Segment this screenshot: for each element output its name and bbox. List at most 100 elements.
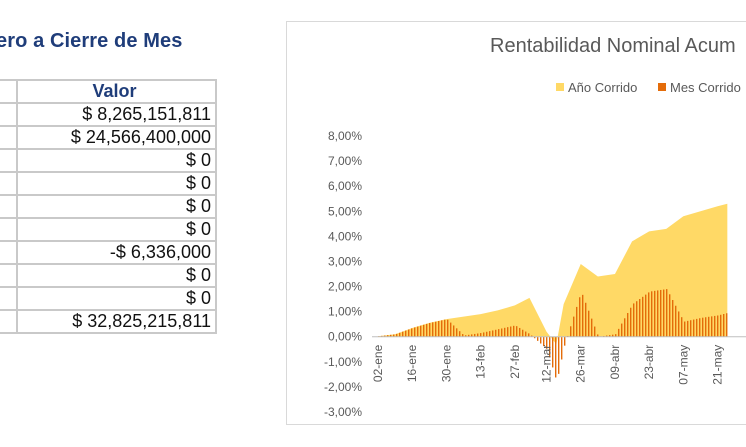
table-cell	[0, 125, 18, 150]
table-header-row: Valor	[0, 79, 217, 104]
y-tick-label: 3,00%	[328, 254, 362, 268]
x-tick-label: 23-abr	[642, 345, 656, 380]
bar-mes-corrido	[432, 322, 434, 337]
table-row: $ 0	[0, 286, 217, 311]
table-cell	[0, 240, 18, 265]
y-tick-label: 8,00%	[328, 129, 362, 143]
bar-mes-corrido	[624, 318, 626, 337]
table-row: $ 8,265,151,811	[0, 102, 217, 127]
table-row: $ 32,825,215,811	[0, 309, 217, 334]
table-cell	[0, 309, 18, 334]
bar-mes-corrido	[666, 289, 668, 337]
y-tick-label: 4,00%	[328, 229, 362, 243]
table-cell	[0, 102, 18, 127]
bar-mes-corrido	[702, 317, 704, 337]
bar-mes-corrido	[633, 303, 635, 337]
bar-mes-corrido	[699, 318, 701, 337]
bar-mes-corrido	[447, 319, 449, 337]
bar-mes-corrido	[561, 336, 563, 360]
bar-mes-corrido	[675, 305, 677, 337]
bar-mes-corrido	[597, 334, 599, 337]
bar-mes-corrido	[513, 325, 515, 337]
x-tick-label: 21-may	[711, 345, 725, 385]
bar-mes-corrido	[396, 333, 398, 337]
table-cell	[0, 217, 18, 242]
bar-mes-corrido	[708, 316, 710, 337]
bar-mes-corrido	[510, 326, 512, 337]
value-cell: $ 0	[16, 194, 217, 219]
x-tick-label: 26-mar	[574, 345, 588, 383]
bar-mes-corrido	[564, 336, 566, 346]
bar-mes-corrido	[417, 326, 419, 337]
x-tick-label: 09-abr	[608, 345, 622, 380]
chart-title: Rentabilidad Nominal Acum	[490, 35, 736, 57]
bar-mes-corrido	[465, 335, 467, 337]
bar-mes-corrido	[423, 324, 425, 337]
table-row: $ 0	[0, 148, 217, 173]
bar-mes-corrido	[687, 320, 689, 337]
x-tick-label: 12-mar	[540, 345, 554, 383]
bar-mes-corrido	[591, 318, 593, 337]
bar-mes-corrido	[681, 317, 683, 337]
bar-mes-corrido	[471, 334, 473, 337]
bar-mes-corrido	[558, 336, 560, 374]
bar-mes-corrido	[657, 290, 659, 337]
bar-mes-corrido	[669, 294, 671, 337]
bar-mes-corrido	[636, 301, 638, 337]
bar-mes-corrido	[519, 327, 521, 337]
bar-mes-corrido	[654, 290, 656, 337]
legend-item-ano-corrido: Año Corrido	[556, 80, 637, 95]
table-cell	[0, 194, 18, 219]
y-tick-label: 7,00%	[328, 154, 362, 168]
table-cell	[0, 263, 18, 288]
bar-mes-corrido	[609, 335, 611, 337]
value-cell: $ 0	[16, 171, 217, 196]
bar-mes-corrido	[696, 318, 698, 337]
bar-mes-corrido	[435, 321, 437, 337]
bar-mes-corrido	[549, 336, 551, 358]
bar-mes-corrido	[426, 323, 428, 337]
bar-mes-corrido	[555, 336, 557, 378]
column-header-valor: Valor	[16, 79, 217, 104]
bar-mes-corrido	[648, 292, 650, 337]
bar-mes-corrido	[393, 334, 395, 337]
bar-mes-corrido	[642, 296, 644, 337]
x-tick-label: 30-ene	[439, 344, 453, 382]
value-cell: $ 8,265,151,811	[16, 102, 217, 127]
y-tick-label: -2,00%	[324, 380, 362, 394]
bar-mes-corrido	[639, 299, 641, 337]
y-tick-label: 1,00%	[328, 305, 362, 319]
values-table: Valor $ 8,265,151,811 $ 24,566,400,000 $ 0…	[0, 79, 217, 334]
bar-mes-corrido	[411, 328, 413, 337]
x-tick-label: 16-ene	[405, 344, 419, 382]
bar-mes-corrido	[693, 319, 695, 337]
bar-mes-corrido	[684, 321, 686, 337]
value-cell: $ 0	[16, 217, 217, 242]
bar-mes-corrido	[477, 333, 479, 337]
bar-mes-corrido	[543, 336, 545, 347]
table-row: $ 0	[0, 263, 217, 288]
bar-mes-corrido	[486, 331, 488, 337]
x-tick-label: 02-ene	[371, 344, 385, 382]
bar-mes-corrido	[615, 334, 617, 337]
bar-mes-corrido	[522, 329, 524, 337]
bar-mes-corrido	[531, 335, 533, 337]
legend-swatch	[658, 83, 666, 91]
legend-label: Año Corrido	[568, 80, 638, 95]
bar-mes-corrido	[528, 333, 530, 337]
bar-mes-corrido	[546, 336, 548, 349]
bar-mes-corrido	[507, 327, 509, 337]
bar-mes-corrido	[705, 317, 707, 337]
bar-mes-corrido	[399, 332, 401, 337]
bar-mes-corrido	[504, 327, 506, 337]
legend-label: Mes Corrido	[670, 80, 741, 95]
bar-mes-corrido	[723, 314, 725, 337]
bar-mes-corrido	[594, 326, 596, 337]
bar-mes-corrido	[420, 325, 422, 337]
bar-mes-corrido	[516, 326, 518, 337]
legend-item-mes-corrido: Mes Corrido	[658, 80, 741, 95]
bar-mes-corrido	[651, 291, 653, 337]
bar-mes-corrido	[663, 289, 665, 337]
bar-mes-corrido	[468, 334, 470, 337]
bar-mes-corrido	[384, 335, 386, 337]
